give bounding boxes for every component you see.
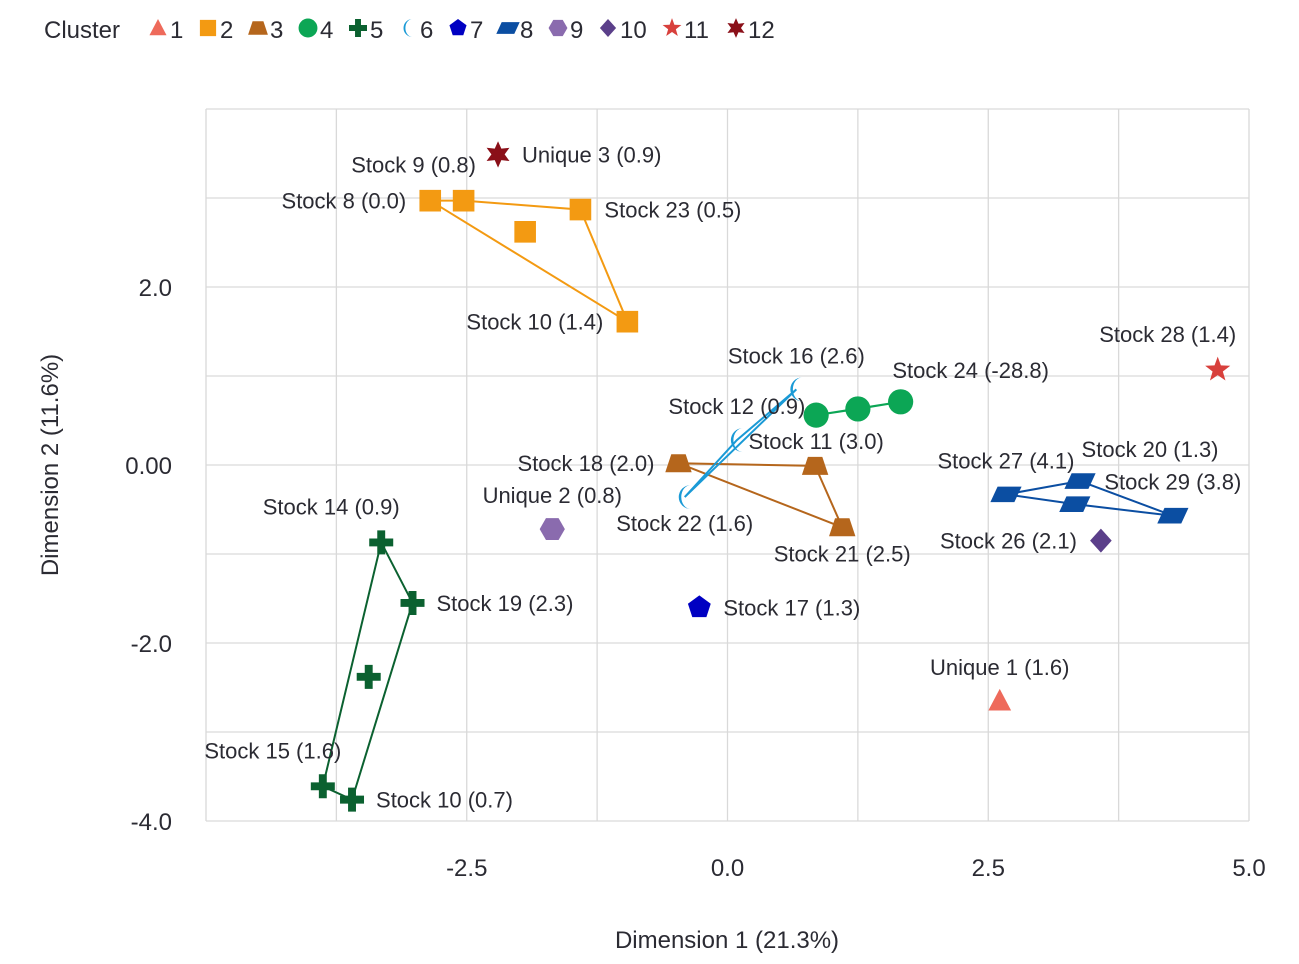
y-tick-label: 2.0 — [139, 275, 172, 302]
cluster-5-point — [356, 664, 381, 689]
legend-marker-icon — [449, 19, 467, 36]
x-tick-label: 0.0 — [711, 855, 744, 882]
legend-marker-icon — [199, 19, 217, 37]
legend-entry-label: 11 — [684, 17, 709, 44]
point-label: Stock 28 (1.4) — [1099, 322, 1236, 347]
point-label: Unique 2 (0.8) — [483, 483, 622, 508]
cluster-3-point — [829, 518, 856, 537]
cluster-hulls — [321, 199, 1174, 802]
cluster-1-point — [988, 688, 1012, 711]
point-label: Stock 11 (3.0) — [748, 429, 883, 454]
legend-marker-icon — [298, 18, 318, 38]
legend-entry-label: 7 — [470, 17, 483, 44]
point-label: Stock 16 (2.6) — [728, 343, 865, 368]
x-axis-title: Dimension 1 (21.3%) — [615, 927, 839, 954]
legend-marker-icon — [248, 21, 268, 35]
cluster-5-point — [400, 590, 425, 615]
point-label: Stock 15 (1.6) — [204, 738, 341, 763]
cluster-4-point — [845, 396, 871, 422]
point-label: Stock 10 (0.7) — [376, 788, 513, 813]
cluster-5-point — [340, 787, 365, 812]
point-label: Stock 20 (1.3) — [1082, 437, 1219, 462]
legend-marker-icon — [349, 19, 367, 37]
tick-labels: -2.5 0.0 2.5 5.0 2.0 0.00 -2.0 -4.0 — [125, 275, 1265, 882]
cluster-6-point — [730, 428, 743, 453]
legend-marker-icon — [403, 19, 413, 37]
cluster-11-point — [1205, 356, 1231, 381]
cluster-8-point — [1157, 507, 1189, 524]
legend-entry-label: 6 — [420, 17, 433, 44]
x-tick-label: 5.0 — [1232, 855, 1265, 882]
legend-marker-icon — [149, 19, 167, 36]
point-label: Stock 23 (0.5) — [604, 198, 741, 223]
cluster-3-point — [665, 454, 692, 473]
points — [310, 141, 1231, 812]
point-labels: Unique 1 (1.6) Stock 8 (0.0) Stock 9 (0.8)… — [204, 142, 1241, 812]
y-tick-label: -2.0 — [131, 631, 172, 658]
cluster-5-point — [369, 530, 394, 555]
cluster-12-point — [486, 141, 510, 168]
cluster-7-point — [687, 595, 711, 618]
point-label: Unique 3 (0.9) — [522, 142, 661, 167]
legend-marker-icon — [727, 18, 745, 38]
cluster-8-point — [1059, 496, 1091, 512]
point-label: Stock 17 (1.3) — [723, 595, 860, 620]
legend-marker-icon — [548, 19, 568, 37]
point-label: Stock 18 (2.0) — [518, 451, 655, 476]
legend-entry-label: 10 — [620, 17, 647, 44]
cluster-3-point — [801, 456, 829, 475]
x-tick-label: 2.5 — [972, 855, 1005, 882]
legend-entry-label: 8 — [520, 17, 533, 44]
cluster-8-point — [1064, 473, 1096, 489]
cluster-6-point — [790, 377, 803, 402]
cluster-6-point — [678, 485, 691, 510]
x-tick-label: -2.5 — [446, 855, 487, 882]
cluster-9-point — [539, 518, 565, 540]
legend-entry-label: 9 — [570, 17, 583, 44]
cluster-8-point — [990, 486, 1022, 503]
legend-entry-label: 5 — [370, 17, 383, 44]
cluster-3-hull — [678, 462, 845, 530]
legend-entry-label: 2 — [220, 17, 233, 44]
point-label: Stock 29 (3.8) — [1104, 470, 1241, 495]
cluster-2-point — [452, 189, 475, 212]
point-label: Stock 19 (2.3) — [437, 591, 574, 616]
point-label: Stock 8 (0.0) — [282, 189, 407, 214]
point-label: Stock 12 (0.9) — [668, 394, 805, 419]
point-label: Stock 24 (-28.8) — [892, 358, 1049, 383]
point-label: Stock 9 (0.8) — [351, 153, 476, 178]
point-label: Stock 10 (1.4) — [466, 310, 603, 335]
cluster-2-point — [569, 198, 592, 221]
cluster-10-point — [1090, 528, 1112, 553]
point-label: Unique 1 (1.6) — [930, 655, 1069, 680]
y-tick-label: 0.00 — [125, 453, 172, 480]
legend-marker-icon — [599, 19, 617, 37]
legend-marker-icon — [662, 18, 682, 37]
cluster-2-hull — [426, 199, 630, 325]
point-label: Stock 21 (2.5) — [774, 541, 911, 566]
legend-marker-icon — [496, 22, 520, 34]
point-label: Stock 26 (2.1) — [940, 529, 1077, 554]
point-label: Stock 14 (0.9) — [263, 494, 400, 519]
cluster-5-point — [310, 774, 335, 799]
legend-entry-label: 1 — [170, 17, 183, 44]
point-label: Stock 22 (1.6) — [616, 511, 753, 536]
cluster-2-point — [616, 310, 639, 333]
legend: Cluster 1 2 3 4 5 6 7 8 9 10 11 12 — [44, 17, 775, 44]
cluster-6-hull — [683, 388, 798, 498]
point-label: Stock 27 (4.1) — [938, 448, 1075, 473]
cluster-2-point — [419, 189, 442, 212]
cluster-2-point — [514, 221, 536, 243]
legend-entry-label: 12 — [748, 17, 775, 44]
y-tick-label: -4.0 — [131, 809, 172, 836]
legend-title: Cluster — [44, 17, 120, 44]
legend-entry-label: 4 — [320, 17, 333, 44]
legend-entry-label: 3 — [270, 17, 283, 44]
cluster-4-point — [888, 389, 914, 415]
cluster-4-point — [803, 402, 829, 428]
y-axis-title: Dimension 2 (11.6%) — [37, 354, 64, 576]
